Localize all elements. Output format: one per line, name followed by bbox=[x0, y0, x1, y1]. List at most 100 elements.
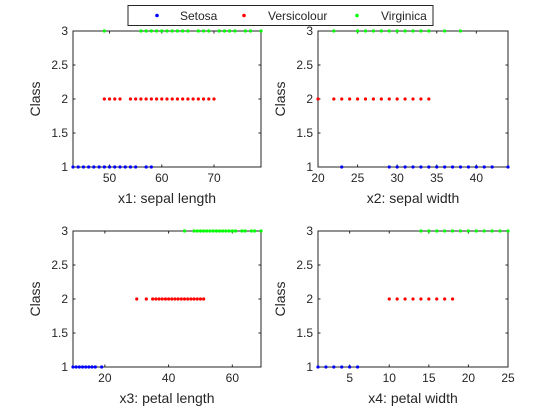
data-point bbox=[259, 229, 262, 232]
data-point bbox=[443, 165, 446, 168]
y-tick-label: 3 bbox=[306, 224, 313, 238]
data-point bbox=[176, 29, 179, 32]
data-point bbox=[212, 229, 215, 232]
data-point bbox=[467, 229, 470, 232]
data-point bbox=[91, 365, 94, 368]
data-point bbox=[164, 297, 167, 300]
data-point bbox=[84, 365, 87, 368]
data-point bbox=[192, 229, 195, 232]
data-point bbox=[380, 97, 383, 100]
data-point bbox=[100, 365, 103, 368]
data-point bbox=[181, 97, 184, 100]
data-point bbox=[250, 229, 253, 232]
y-tick-label: 1 bbox=[306, 360, 313, 374]
data-point bbox=[94, 365, 97, 368]
data-point bbox=[223, 29, 226, 32]
data-point bbox=[451, 297, 454, 300]
data-point bbox=[324, 365, 327, 368]
data-point bbox=[249, 29, 252, 32]
data-point bbox=[103, 29, 106, 32]
data-point bbox=[340, 365, 343, 368]
data-point bbox=[218, 229, 221, 232]
data-point bbox=[340, 165, 343, 168]
data-point bbox=[348, 97, 351, 100]
legend: Setosa Versicolour Virginica bbox=[128, 6, 433, 26]
data-point bbox=[396, 29, 399, 32]
data-point bbox=[243, 229, 246, 232]
data-point bbox=[134, 97, 137, 100]
x-tick-label: 20 bbox=[98, 371, 112, 385]
data-point bbox=[173, 297, 176, 300]
data-point bbox=[435, 165, 438, 168]
x-tick-label: 5 bbox=[346, 371, 353, 385]
y-tick-label: 2.5 bbox=[51, 58, 68, 72]
x-axis-label: x4: petal width bbox=[368, 390, 458, 406]
data-point bbox=[98, 165, 101, 168]
data-point bbox=[483, 165, 486, 168]
x-axis-label: x2: sepal width bbox=[367, 190, 460, 206]
data-point bbox=[380, 29, 383, 32]
data-point bbox=[253, 229, 256, 232]
data-point bbox=[139, 97, 142, 100]
data-point bbox=[75, 365, 78, 368]
legend-label-virginica: Virginica bbox=[381, 9, 427, 23]
x-tick-label: 15 bbox=[422, 371, 436, 385]
data-point bbox=[388, 29, 391, 32]
data-point bbox=[364, 29, 367, 32]
data-point bbox=[199, 297, 202, 300]
data-point bbox=[443, 297, 446, 300]
data-point bbox=[170, 297, 173, 300]
x-tick-label: 40 bbox=[162, 371, 176, 385]
data-point bbox=[202, 97, 205, 100]
data-point bbox=[467, 165, 470, 168]
data-point bbox=[118, 97, 121, 100]
data-point bbox=[427, 97, 430, 100]
y-tick-label: 2 bbox=[61, 292, 68, 306]
data-point bbox=[443, 29, 446, 32]
data-point bbox=[411, 29, 414, 32]
data-point bbox=[103, 97, 106, 100]
data-point bbox=[71, 365, 74, 368]
data-point bbox=[419, 29, 422, 32]
data-point bbox=[443, 229, 446, 232]
y-axis-label: Class bbox=[27, 281, 43, 316]
data-point bbox=[259, 29, 262, 32]
data-point bbox=[451, 165, 454, 168]
data-point bbox=[78, 365, 81, 368]
data-point bbox=[183, 297, 186, 300]
data-point bbox=[208, 229, 211, 232]
x-tick-label: 70 bbox=[207, 171, 221, 185]
y-tick-label: 3 bbox=[61, 224, 68, 238]
data-point bbox=[160, 97, 163, 100]
x-tick-label: 30 bbox=[390, 171, 404, 185]
legend-marker-setosa bbox=[155, 14, 159, 18]
x-tick-label: 25 bbox=[351, 171, 365, 185]
y-tick-label: 2 bbox=[306, 92, 313, 106]
y-tick-label: 1 bbox=[61, 360, 68, 374]
y-tick-label: 1.5 bbox=[296, 326, 313, 340]
data-point bbox=[135, 297, 138, 300]
data-point bbox=[364, 97, 367, 100]
data-point bbox=[411, 97, 414, 100]
data-point bbox=[388, 97, 391, 100]
data-point bbox=[221, 229, 224, 232]
data-point bbox=[218, 29, 221, 32]
data-point bbox=[419, 97, 422, 100]
series-virginica bbox=[183, 229, 263, 232]
data-point bbox=[81, 365, 84, 368]
data-point bbox=[155, 97, 158, 100]
data-point bbox=[186, 297, 189, 300]
x-tick-label: 10 bbox=[383, 371, 397, 385]
data-point bbox=[92, 165, 95, 168]
data-point bbox=[77, 165, 80, 168]
data-point bbox=[129, 165, 132, 168]
legend-marker-virginica bbox=[355, 14, 359, 18]
x-tick-label: 20 bbox=[311, 171, 325, 185]
data-point bbox=[82, 165, 85, 168]
y-tick-label: 1.5 bbox=[296, 126, 313, 140]
data-point bbox=[459, 29, 462, 32]
data-point bbox=[332, 365, 335, 368]
data-point bbox=[411, 297, 414, 300]
x-tick-label: 60 bbox=[226, 371, 240, 385]
